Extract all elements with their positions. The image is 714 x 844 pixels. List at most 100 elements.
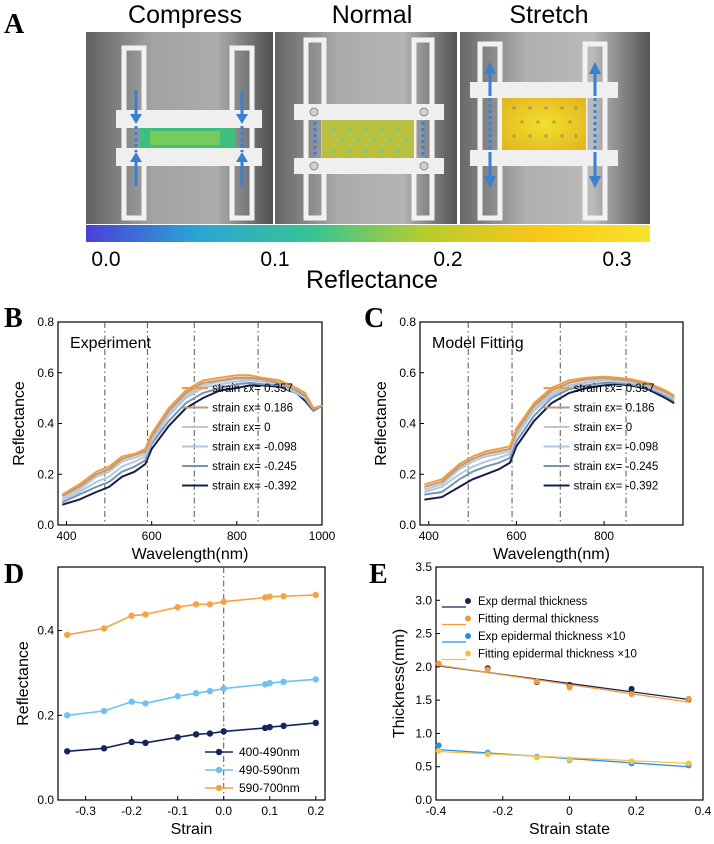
chart-b-legend-label-5: strain εx= -0.392 — [212, 481, 297, 493]
chart-c-ytick-label-2: 0.4 — [399, 417, 416, 431]
chart-e-point-1-4 — [628, 691, 635, 698]
chart-d-point-2-1 — [100, 625, 108, 632]
chart-d-point-0-2 — [128, 738, 135, 746]
chart-e-xtick-label-2: 0 — [566, 804, 573, 818]
chart-b-ytick-label-2: 0.4 — [37, 417, 54, 431]
chart-d-point-1-9 — [266, 679, 273, 687]
chart-c-xlabel: Wavelength(nm) — [493, 546, 610, 563]
chart-b-ytick-label-1: 0.2 — [37, 467, 54, 481]
chart-c-series--0.098 — [424, 379, 675, 493]
chart-e-fit-2 — [435, 748, 689, 768]
chart-d-point-2-11 — [312, 591, 319, 599]
chart-d: -0.3 -0.2 -0.1 0.0 0.1 0.2 0.0 0.2 0.4 Strain Refl… — [15, 566, 326, 838]
chart-d-legend-dot-2 — [215, 784, 223, 792]
chart-b-ytick-label-4: 0.8 — [37, 315, 54, 329]
chart-c-legend-label-5: strain εx= -0.392 — [574, 481, 659, 493]
chart-b-series--0.098 — [61, 379, 323, 501]
chart-e-ytick-label-7: 3.5 — [415, 560, 432, 574]
chart-c-ylabel: Reflectance — [373, 381, 390, 466]
colorbar — [86, 225, 650, 242]
chart-e-ytick-label-2: 1.0 — [415, 726, 432, 740]
chart-d-point-0-9 — [266, 723, 273, 731]
chart-d-point-1-4 — [174, 693, 181, 700]
chart-d-frame — [57, 566, 326, 801]
chart-d-point-1-5 — [192, 690, 200, 697]
chart-e-point-0-4 — [628, 685, 635, 692]
chart-e-legend-label-2: Exp epidermal thickness ×10 — [478, 631, 625, 643]
chart-d-point-2-0 — [64, 631, 71, 638]
panel-letter-d: D — [4, 559, 24, 590]
chart-d-point-2-3 — [142, 611, 149, 618]
chart-b-xtick-label-2: 800 — [227, 529, 247, 543]
chart-e-legend-dot-3 — [465, 650, 471, 657]
chart-c-xtick-label-0: 400 — [419, 529, 439, 543]
chart-c-series--0.245 — [424, 381, 675, 496]
chart-c-legend-label-2: strain εx= 0 — [574, 422, 633, 434]
chart-e-point-3-4 — [628, 758, 635, 765]
chart-b-xtick-label-0: 400 — [57, 529, 77, 543]
chart-e-point-2-0 — [435, 742, 442, 749]
chart-d-legend-label-2: 590-700nm — [239, 781, 300, 795]
chart-c-annotation: Model Fitting — [432, 335, 524, 352]
chart-e-point-1-0 — [435, 660, 442, 667]
chart-e-point-3-1 — [484, 751, 491, 758]
chart-d-point-1-7 — [220, 685, 227, 692]
chart-c-series-0.357 — [424, 375, 675, 486]
chart-c-ytick-label-3: 0.6 — [399, 366, 416, 380]
chart-c-legend-label-0: strain εx= 0.357 — [574, 383, 655, 395]
chart-c-series-0.186 — [424, 376, 675, 488]
panel-letter-e: E — [369, 559, 388, 590]
chart-c-legend-label-4: strain εx= -0.245 — [574, 461, 659, 473]
chart-d-point-1-3 — [142, 700, 149, 707]
chart-b-ytick-label-3: 0.6 — [37, 366, 54, 380]
colorbar-label: Reflectance — [306, 266, 438, 294]
chart-d-point-0-7 — [220, 728, 227, 735]
chart-e-legend-dot-0 — [465, 598, 471, 604]
chart-e-ytick-label-1: 0.5 — [415, 760, 432, 774]
chart-b-frame — [57, 321, 323, 526]
chart-b-legend-label-2: strain εx= 0 — [212, 422, 271, 434]
chart-d-ylabel: Reflectance — [15, 641, 32, 726]
chart-d-point-0-4 — [174, 734, 181, 741]
chart-e-ytick-label-3: 1.5 — [415, 693, 432, 707]
chart-d-ytick-label-0: 0.0 — [37, 793, 54, 807]
chart-d-xtick-label-4: 0.1 — [261, 804, 278, 818]
chart-d-point-0-6 — [206, 730, 214, 737]
colorbar-tick-0: 0.0 — [91, 248, 120, 271]
chart-e-xtick-label-3: 0.2 — [628, 804, 645, 818]
photo-normal — [275, 32, 457, 224]
chart-e-fit-3 — [435, 750, 689, 765]
colorbar-tick-2: 0.2 — [433, 248, 462, 271]
chart-d-point-1-11 — [312, 676, 319, 683]
chart-c-ytick-label-1: 0.2 — [399, 467, 416, 481]
chart-d-xtick-label-3: 0.0 — [215, 804, 232, 818]
chart-e-point-1-2 — [533, 678, 540, 685]
chart-d-xtick-label-2: -0.1 — [167, 804, 188, 818]
chart-c-ytick-label-4: 0.8 — [399, 315, 416, 329]
chart-e-ytick-label-0: 0.0 — [415, 793, 432, 807]
title-normal: Normal — [332, 1, 413, 29]
chart-e-point-1-5 — [685, 695, 692, 702]
chart-d-point-2-6 — [206, 601, 214, 608]
chart-e-point-3-3 — [566, 756, 573, 763]
chart-c-xtick-label-2: 800 — [594, 529, 614, 543]
chart-d-point-1-0 — [64, 712, 71, 719]
chart-e-point-3-5 — [685, 760, 692, 767]
chart-d-point-1-1 — [100, 707, 108, 715]
chart-e-legend-dot-2 — [465, 633, 471, 639]
chart-e-point-1-1 — [484, 666, 491, 673]
colorbar-tick-1: 0.1 — [260, 248, 289, 271]
chart-d-xtick-label-5: 0.2 — [307, 804, 324, 818]
chart-e: -0.4 -0.2 0 0.2 0.4 0.0 0.5 1.0 1.5 2.0 2.5 3.0 3.5 S… — [391, 560, 712, 838]
chart-c-legend-label-1: strain εx= 0.186 — [574, 403, 655, 415]
chart-e-xtick-label-4: 0.4 — [695, 804, 712, 818]
chart-e-legend-label-3: Fitting epidermal thickness ×10 — [478, 649, 637, 661]
chart-e-legend-label-0: Exp dermal thickness — [478, 596, 588, 608]
chart-d-point-0-0 — [64, 748, 71, 755]
photo-stretch — [460, 32, 650, 224]
chart-e-point-3-2 — [533, 754, 540, 761]
chart-d-xlabel: Strain — [171, 821, 213, 838]
colorbar-tick-3: 0.3 — [602, 248, 631, 271]
chart-c-legend-label-3: strain εx= -0.098 — [574, 442, 659, 454]
chart-b-annotation: Experiment — [70, 335, 151, 352]
